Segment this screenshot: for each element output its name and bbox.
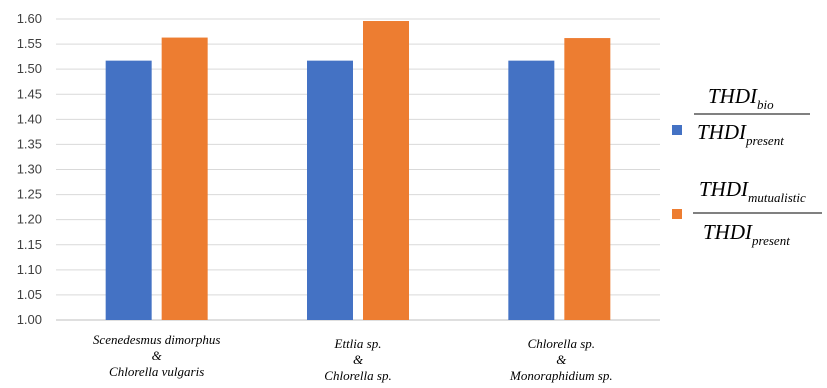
- y-tick-label: 1.20: [17, 212, 42, 227]
- x-category-label-line: Chlorella sp.: [528, 336, 595, 351]
- legend: THDIbio THDIpresent THDImutualistic THDI…: [672, 84, 822, 248]
- y-axis: 1.00 1.05 1.10 1.15 1.20 1.25 1.30 1.35 1.40 1.45…: [17, 11, 42, 327]
- y-tick-label: 1.25: [17, 187, 42, 202]
- bar-series1-cat1: [363, 21, 409, 321]
- y-tick-label: 1.10: [17, 262, 42, 277]
- x-category-label: Chlorella sp. & Monoraphidium sp.: [509, 336, 613, 383]
- legend-entry-bio: THDIbio THDIpresent: [672, 84, 810, 148]
- x-category-label: Scenedesmus dimorphus & Chlorella vulgaris: [93, 332, 220, 379]
- gridlines: [56, 18, 660, 321]
- x-axis: Scenedesmus dimorphus & Chlorella vulgaris…: [93, 332, 613, 383]
- bar-series0-cat1: [307, 60, 353, 320]
- x-category-label-line: Scenedesmus dimorphus: [93, 332, 220, 347]
- legend-swatch-mutualistic: [672, 209, 682, 219]
- x-category-label-line: Ettlia sp.: [334, 336, 382, 351]
- x-category-label-line: Monoraphidium sp.: [509, 368, 613, 383]
- legend-swatch-bio: [672, 125, 682, 135]
- bar-series1-cat2: [564, 38, 611, 321]
- legend-numerator-bio: THDIbio: [708, 84, 774, 112]
- legend-numerator-mutualistic: THDImutualistic: [699, 177, 806, 205]
- legend-entry-mutualistic: THDImutualistic THDIpresent: [672, 177, 822, 248]
- x-category-label-line: Chlorella sp.: [324, 368, 391, 383]
- y-tick-label: 1.35: [17, 136, 42, 151]
- legend-denominator-bio: THDIpresent: [697, 120, 784, 148]
- y-tick-label: 1.45: [17, 86, 42, 101]
- x-category-label: Ettlia sp. & Chlorella sp.: [324, 336, 391, 383]
- x-category-label-line: &: [556, 352, 567, 367]
- bar-series0-cat2: [508, 60, 555, 320]
- y-tick-label: 1.15: [17, 237, 42, 252]
- bars: [105, 21, 611, 321]
- x-category-label-line: &: [152, 348, 163, 363]
- y-tick-label: 1.40: [17, 111, 42, 126]
- y-tick-label: 1.55: [17, 36, 42, 51]
- bar-series0-cat0: [105, 60, 152, 320]
- legend-denominator-mutualistic: THDIpresent: [703, 220, 790, 248]
- y-tick-label: 1.60: [17, 11, 42, 26]
- bar-series1-cat0: [161, 37, 208, 320]
- x-category-label-line: Chlorella vulgaris: [109, 364, 204, 379]
- y-tick-label: 1.30: [17, 162, 42, 177]
- y-tick-label: 1.00: [17, 312, 42, 327]
- x-category-label-line: &: [353, 352, 364, 367]
- y-tick-label: 1.50: [17, 61, 42, 76]
- y-tick-label: 1.05: [17, 287, 42, 302]
